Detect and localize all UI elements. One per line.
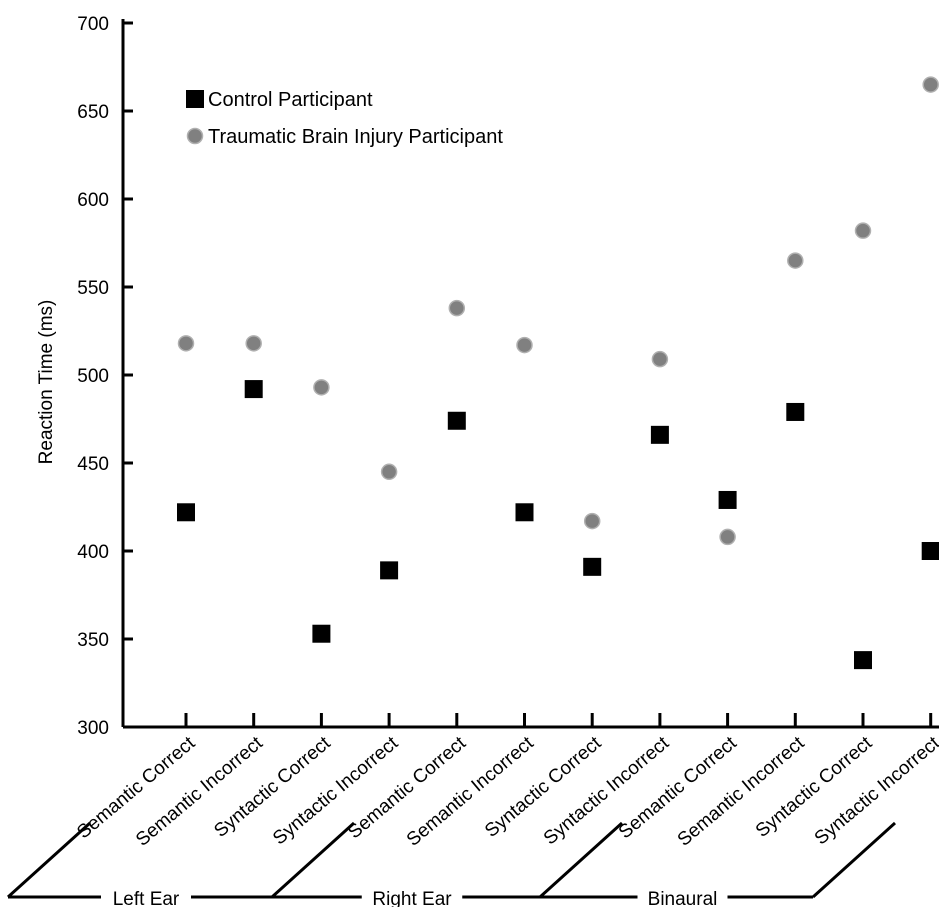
control-point <box>650 425 669 444</box>
control-point <box>447 411 466 430</box>
y-axis-ticks: 300 350 400 450 500 550 600 650 700 <box>77 14 133 739</box>
group-label: Right Ear <box>372 889 452 907</box>
legend-marker-tbi <box>186 127 204 145</box>
legend-marker-control <box>186 90 204 108</box>
control-point <box>921 542 939 560</box>
x-tick-label: Semantic Correct <box>344 732 470 843</box>
y-tick-label: 450 <box>77 454 109 475</box>
y-tick-label: 350 <box>77 630 109 651</box>
group-label: Binaural <box>648 889 718 907</box>
tbi-point <box>245 335 262 352</box>
x-tick-label: Syntactic Correct <box>210 732 335 842</box>
x-tick-label: Semantic Incorrect <box>132 732 267 850</box>
axes <box>121 19 939 729</box>
x-tick-label: Semantic Incorrect <box>403 732 538 850</box>
y-tick-label: 600 <box>77 190 109 211</box>
x-tick-label: Syntactic Correct <box>481 732 606 842</box>
x-tick-label: Semantic Correct <box>73 732 199 843</box>
x-tick-label: Syntactic Incorrect <box>269 732 403 849</box>
x-tick-label: Syntactic Correct <box>752 732 877 842</box>
control-point <box>312 624 331 643</box>
control-point <box>718 490 737 509</box>
y-tick-label: 400 <box>77 542 109 563</box>
tbi-point <box>787 252 804 269</box>
tbi-point <box>583 512 601 530</box>
tbi-point <box>313 379 330 396</box>
group-brackets: Left Ear Right Ear Binaural <box>6 821 897 907</box>
tbi-point <box>651 350 669 368</box>
tbi-point <box>854 222 872 239</box>
control-point <box>583 557 602 576</box>
tbi-point <box>516 336 533 354</box>
legend: Control Participant Traumatic Brain Injur… <box>186 89 503 148</box>
tbi-point <box>177 335 195 352</box>
y-tick-label: 500 <box>77 366 109 387</box>
control-point <box>515 503 534 522</box>
control-point <box>854 651 872 670</box>
group-label: Left Ear <box>113 889 180 907</box>
y-tick-label: 700 <box>77 14 109 35</box>
control-point <box>380 561 399 580</box>
y-axis-title: Reaction Time (ms) <box>36 300 57 465</box>
x-tick-label: Semantic Correct <box>615 732 741 843</box>
legend-label: Control Participant <box>208 89 373 111</box>
control-point <box>786 402 805 421</box>
legend-label: Traumatic Brain Injury Participant <box>208 126 503 148</box>
group-divider <box>538 821 624 899</box>
group-divider <box>270 821 356 899</box>
group-divider <box>6 821 92 899</box>
data-points <box>177 76 939 670</box>
tbi-point <box>719 528 736 546</box>
tbi-point <box>448 299 466 317</box>
group-divider <box>811 821 897 899</box>
y-tick-label: 650 <box>77 102 109 123</box>
y-tick-label: 550 <box>77 278 109 299</box>
x-tick-label: Semantic Incorrect <box>674 732 809 850</box>
control-point <box>244 380 263 399</box>
control-point <box>177 503 195 522</box>
x-tick-label: Syntactic Incorrect <box>540 732 674 849</box>
y-tick-label: 300 <box>77 718 109 739</box>
tbi-point <box>380 463 398 481</box>
tbi-point <box>922 76 939 93</box>
